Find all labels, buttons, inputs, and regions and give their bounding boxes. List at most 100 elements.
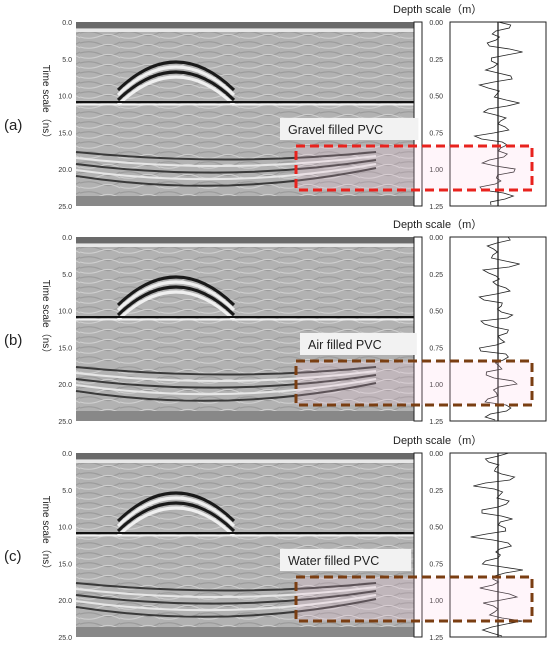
time-axis-label: Time scale（ns）: [40, 496, 52, 575]
hyperbola-reflection: [116, 60, 236, 92]
surface-band: [76, 22, 414, 28]
depth-tick-label: 0.00: [429, 20, 443, 27]
panel-label: (b): [4, 332, 22, 349]
time-tick-label: 15.0: [58, 561, 72, 568]
bottom-band: [76, 627, 414, 637]
hyperbola-reflection: [116, 496, 236, 528]
horizontal-reflector-light: [76, 535, 414, 537]
time-tick-label: 5.0: [62, 57, 72, 64]
horizontal-reflector: [76, 532, 414, 534]
highlight-box: [294, 575, 534, 623]
bottom-band: [76, 196, 414, 206]
trace-waveform: [470, 452, 523, 637]
deep-reflection: [75, 366, 377, 376]
annotation-label-bg: [300, 333, 417, 355]
deep-reflection: [75, 151, 377, 161]
depth-ruler: [413, 236, 423, 422]
depth-tick-label: 1.00: [429, 382, 443, 389]
horizontal-reflector: [76, 101, 414, 103]
deep-reflection: [75, 374, 377, 389]
time-tick-label: 15.0: [58, 130, 72, 137]
trace-waveform: [473, 21, 523, 206]
horizontal-reflector: [76, 316, 414, 318]
depth-tick-label: 1.00: [429, 598, 443, 605]
time-tick-label: 0.0: [62, 235, 72, 242]
highlight-box: [294, 359, 534, 407]
surface-band-light: [76, 29, 414, 32]
bottom-band: [76, 411, 414, 421]
depth-tick-label: 0.50: [429, 525, 443, 532]
annotation-label: Air filled PVC: [308, 338, 382, 352]
depth-tick-label: 0.75: [429, 130, 443, 137]
time-tick-label: 25.0: [58, 635, 72, 642]
time-tick-label: 20.0: [58, 167, 72, 174]
depth-scale-title: Depth scale（m）: [393, 434, 482, 447]
hyperbola-reflection: [116, 70, 236, 102]
hyperbola-reflection: [116, 491, 236, 523]
time-axis-label: Time scale（ns）: [40, 280, 52, 359]
time-tick-label: 25.0: [58, 419, 72, 426]
deep-reflection: [75, 163, 377, 181]
radargram-texture: [76, 461, 414, 633]
depth-scale-title: Depth scale（m）: [393, 218, 482, 231]
horizontal-reflector-light: [76, 319, 414, 321]
depth-tick-label: 0.75: [429, 345, 443, 352]
annotation-label: Water filled PVC: [288, 554, 379, 568]
time-tick-label: 10.0: [58, 94, 72, 101]
deep-reflection: [75, 378, 377, 396]
panel-b: 0.0 5.0 10.0 15.0 20.0 25.0 Time scale（ns） (b) D…: [4, 218, 547, 426]
radargram-texture: [76, 30, 414, 202]
depth-tick-label: 0.25: [429, 488, 443, 495]
surface-band-light: [76, 244, 414, 247]
panel-label: (c): [4, 548, 22, 565]
hyperbola-reflection: [116, 285, 236, 317]
time-tick-label: 10.0: [58, 525, 72, 532]
annotation-label: Gravel filled PVC: [288, 123, 383, 137]
panel-a: 0.0 5.0 10.0 15.0 20.0 25.0 Time scale（ns） (a) D…: [4, 3, 547, 211]
radargram-texture: [76, 245, 414, 417]
deep-reflection: [75, 159, 377, 174]
deep-reflection: [75, 370, 377, 382]
time-axis-label: Time scale（ns）: [40, 65, 52, 144]
depth-tick-label: 1.25: [429, 204, 443, 211]
depth-tick-label: 0.25: [429, 272, 443, 279]
depth-tick-label: 0.25: [429, 57, 443, 64]
horizontal-reflector-light: [76, 104, 414, 106]
depth-tick-label: 1.00: [429, 167, 443, 174]
panel-c: 0.0 5.0 10.0 15.0 20.0 25.0 Time scale（ns） (c) D…: [4, 434, 547, 642]
depth-ruler: [413, 452, 423, 638]
deep-reflection: [75, 594, 377, 612]
surface-band: [76, 453, 414, 459]
depth-tick-label: 0.50: [429, 94, 443, 101]
annotation-label-bg: [280, 118, 419, 140]
time-tick-label: 15.0: [58, 345, 72, 352]
deep-reflection: [75, 167, 377, 187]
time-tick-label: 5.0: [62, 272, 72, 279]
panel-label: (a): [4, 117, 22, 134]
depth-tick-label: 1.25: [429, 635, 443, 642]
deep-reflection: [75, 582, 377, 592]
hyperbola-reflection: [116, 290, 236, 322]
deep-reflection: [75, 382, 377, 402]
hyperbola-reflection: [116, 275, 236, 307]
time-tick-label: 0.0: [62, 20, 72, 27]
depth-tick-label: 0.00: [429, 235, 443, 242]
deep-reflection: [75, 155, 377, 167]
depth-tick-label: 0.75: [429, 561, 443, 568]
highlight-box: [294, 144, 534, 192]
deep-reflection: [75, 586, 377, 598]
hyperbola-reflection: [116, 501, 236, 533]
depth-scale-title: Depth scale（m）: [393, 3, 482, 16]
deep-reflection: [75, 598, 377, 618]
hyperbola-reflection: [116, 280, 236, 312]
hyperbola-reflection: [116, 65, 236, 97]
time-tick-label: 20.0: [58, 598, 72, 605]
time-tick-label: 10.0: [58, 309, 72, 316]
depth-tick-label: 0.00: [429, 451, 443, 458]
surface-band: [76, 237, 414, 243]
annotation-label-bg: [280, 549, 412, 571]
surface-band-light: [76, 460, 414, 463]
time-tick-label: 5.0: [62, 488, 72, 495]
depth-ruler: [413, 21, 423, 207]
